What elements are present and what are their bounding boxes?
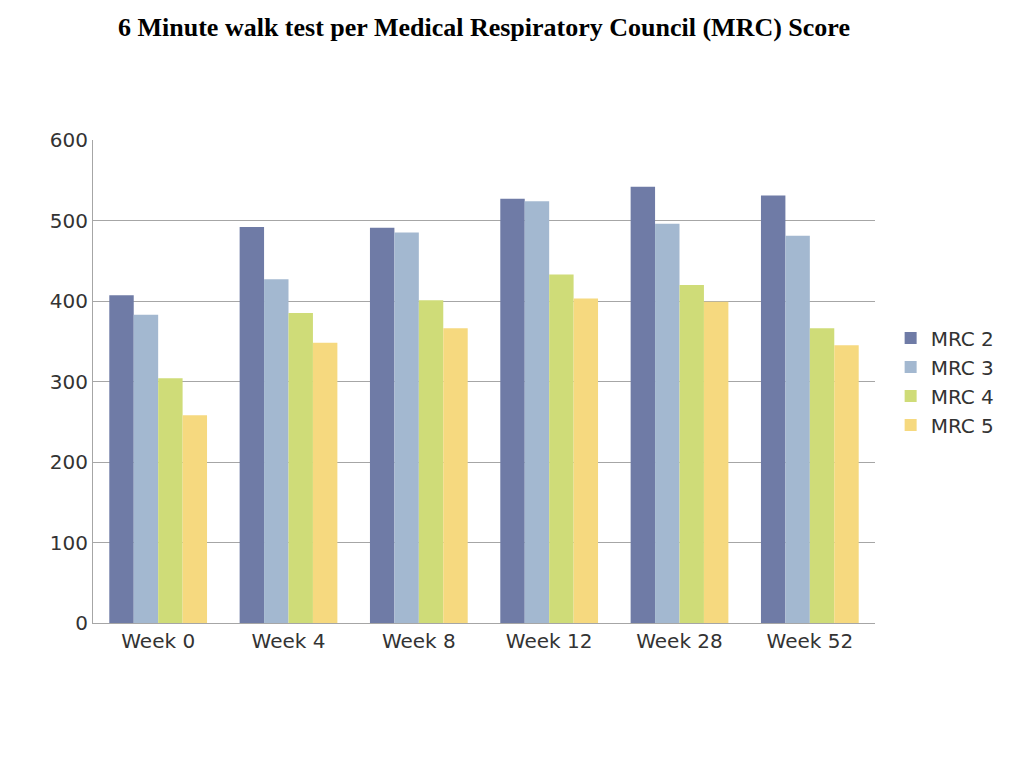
- svg-text:Week 12: Week 12: [506, 629, 593, 653]
- svg-text:6 Minute walk test per Medical: 6 Minute walk test per Medical Respirato…: [118, 13, 850, 42]
- svg-text:MRC 4: MRC 4: [931, 385, 994, 409]
- svg-text:300: 300: [50, 370, 88, 394]
- svg-text:MRC 5: MRC 5: [931, 414, 994, 438]
- svg-text:Week 0: Week 0: [121, 629, 195, 653]
- svg-text:400: 400: [50, 289, 88, 313]
- svg-text:Week 52: Week 52: [767, 629, 854, 653]
- svg-text:MRC 2: MRC 2: [931, 327, 994, 351]
- svg-text:200: 200: [50, 450, 88, 474]
- svg-text:Week 28: Week 28: [636, 629, 723, 653]
- svg-text:Week 8: Week 8: [382, 629, 456, 653]
- svg-text:MRC 3: MRC 3: [931, 356, 994, 380]
- svg-text:Week 4: Week 4: [252, 629, 326, 653]
- svg-text:100: 100: [50, 531, 88, 555]
- svg-text:600: 600: [50, 128, 88, 152]
- svg-text:500: 500: [50, 209, 88, 233]
- svg-text:0: 0: [75, 611, 88, 635]
